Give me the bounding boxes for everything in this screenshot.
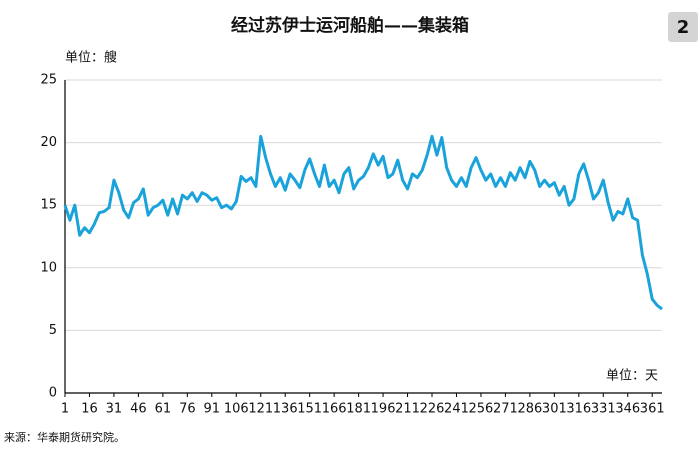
x-tick-label: 361: [640, 402, 665, 417]
x-tick-label: 106: [224, 402, 249, 417]
x-tick-label: 91: [204, 402, 221, 417]
x-tick-label: 241: [444, 402, 469, 417]
x-tick-label: 46: [130, 402, 147, 417]
x-axis-label: 单位：天: [606, 369, 658, 384]
x-tick-label: 331: [591, 402, 616, 417]
y-tick-label: 20: [40, 135, 57, 150]
y-tick-label: 25: [40, 73, 57, 88]
y-tick-label: 15: [40, 198, 57, 213]
badge-box: [668, 12, 698, 42]
x-tick-label: 16: [81, 402, 98, 417]
x-tick-label: 301: [542, 402, 567, 417]
y-axis-label: 单位：艘: [65, 50, 117, 66]
y-tick-label: 0: [49, 386, 57, 401]
x-tick-label: 31: [106, 402, 123, 417]
y-tick-label: 5: [49, 323, 57, 338]
x-tick-label: 316: [566, 402, 591, 417]
x-tick-label: 226: [420, 402, 445, 417]
x-tick-label: 136: [273, 402, 298, 417]
badge: 2: [677, 17, 690, 38]
x-tick-label: 196: [371, 402, 396, 417]
x-tick-label: 346: [615, 402, 640, 417]
line: [63, 134, 663, 311]
x-tick-label: 271: [493, 402, 518, 417]
x-tick-label: 256: [469, 402, 494, 417]
source: 来源：华泰期货研究院。: [4, 430, 125, 444]
x-tick-label: 76: [179, 402, 196, 417]
x-tick-label: 1: [61, 402, 69, 417]
x-tick-label: 121: [248, 402, 273, 417]
y-tick-label: 10: [40, 260, 57, 275]
x-tick-label: 181: [346, 402, 371, 417]
x-tick-label: 61: [155, 402, 172, 417]
x-tick-label: 211: [395, 402, 420, 417]
x-tick-label: 166: [322, 402, 347, 417]
chart-title: 经过苏伊士运河船舶——集装箱: [231, 15, 469, 36]
x-tick-label: 286: [517, 402, 542, 417]
x-tick-label: 151: [297, 402, 322, 417]
